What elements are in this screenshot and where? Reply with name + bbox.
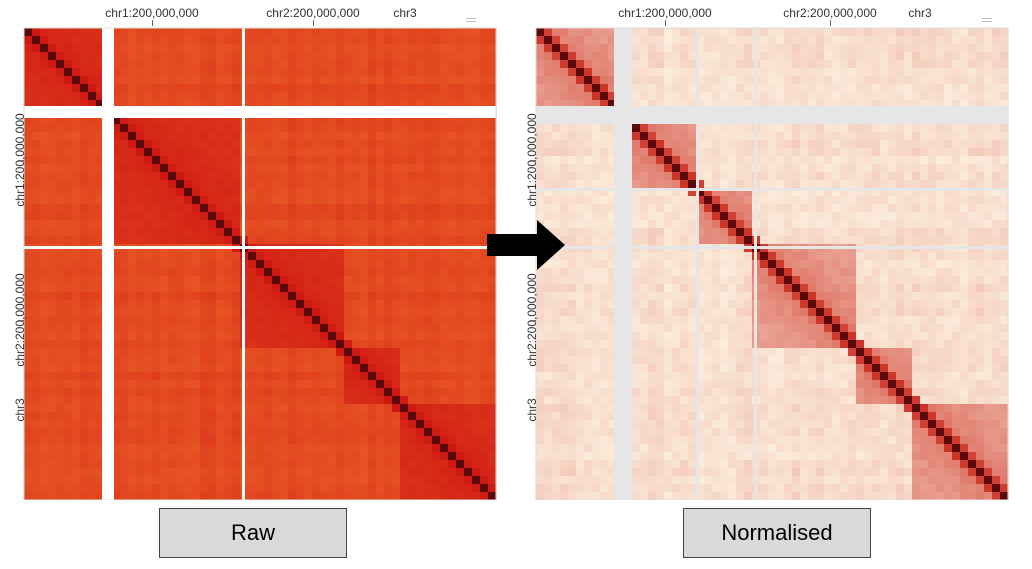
gap-stripe-vertical	[242, 28, 245, 500]
gap-stripe-vertical	[102, 28, 114, 500]
top-axis-label-chr3: chr3	[393, 6, 417, 20]
gap-stripe-vertical	[614, 28, 632, 500]
left-axis-tick	[530, 320, 536, 321]
top-axis-tick	[313, 20, 314, 26]
top-axis-tick	[152, 20, 153, 26]
heatmap-border	[23, 27, 497, 500]
gap-stripe-horizontal	[536, 106, 1008, 124]
top-axis-tick	[665, 20, 666, 26]
raw-heatmap-panel: chr1:200,000,000 chr2:200,000,000 chr3 c…	[0, 0, 500, 500]
gap-stripe-vertical	[754, 28, 757, 500]
raw-label-button[interactable]: Raw	[159, 508, 347, 558]
left-axis-tick	[18, 320, 24, 321]
top-axis-label-chr3: chr3	[908, 6, 932, 20]
gap-stripe-horizontal	[536, 188, 1008, 191]
normalised-label-button[interactable]: Normalised	[683, 508, 871, 558]
raw-heatmap	[23, 27, 497, 500]
left-axis-label-chr3: chr3	[13, 398, 27, 422]
left-axis-tick	[530, 160, 536, 161]
top-axis-label-chr1: chr1:200,000,000	[618, 6, 712, 20]
menu-icon[interactable]	[466, 18, 476, 26]
heatmap-cells	[536, 28, 1009, 500]
left-axis-label-chr3: chr3	[525, 398, 539, 422]
gap-stripe-horizontal	[24, 106, 496, 118]
top-axis-tick	[830, 20, 831, 26]
gap-stripe-vertical	[696, 28, 699, 500]
left-axis-tick	[18, 160, 24, 161]
heatmap-border	[535, 27, 1009, 500]
top-axis-label-chr2: chr2:200,000,000	[783, 6, 877, 20]
top-axis-label-chr2: chr2:200,000,000	[266, 6, 360, 20]
right-arrow-icon	[487, 220, 565, 270]
normalised-heatmap-panel: chr1:200,000,000 chr2:200,000,000 chr3 c…	[512, 0, 1012, 500]
normalised-heatmap	[535, 27, 1009, 500]
heatmap-cells	[24, 28, 497, 500]
gap-stripe-horizontal	[24, 246, 496, 249]
gap-stripe-horizontal	[536, 246, 1008, 249]
top-axis-label-chr1: chr1:200,000,000	[105, 6, 199, 20]
menu-icon[interactable]	[982, 18, 992, 26]
